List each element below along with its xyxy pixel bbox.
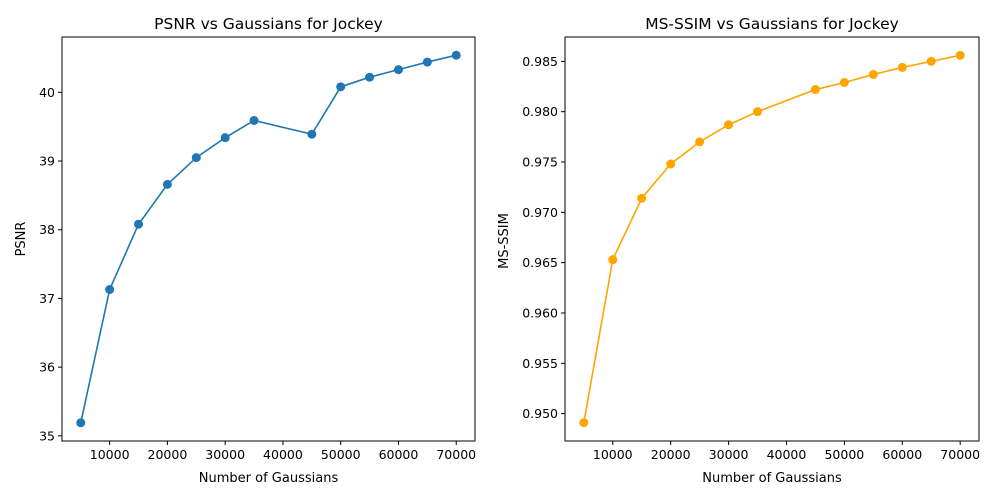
x-tick-label: 70000 [940,447,980,462]
y-tick-label: 38 [39,222,55,237]
data-point [105,285,115,294]
data-point [637,193,647,203]
chart-title: MS-SSIM vs Gaussians for Jockey [645,15,899,33]
data-point [839,77,849,87]
data-point [76,418,86,428]
x-tick-label: 40000 [767,447,807,462]
data-point [810,85,820,95]
data-point [134,219,144,229]
series-line [583,54,961,423]
x-axis-label: Number of Gaussians [199,471,339,486]
y-tick-label: 37 [39,291,55,306]
data-point [724,120,734,130]
data-point [365,72,375,82]
y-tick-label: 40 [39,85,55,100]
data-point [307,129,317,139]
y-tick-label: 35 [39,428,55,443]
data-point [926,56,936,66]
data-point [695,137,705,147]
x-tick-label: 30000 [205,447,245,462]
data-point [579,418,589,428]
chart-title: PSNR vs Gaussians for Jockey [154,15,383,33]
data-point [753,107,763,117]
x-tick-label: 10000 [593,447,633,462]
x-tick-label: 40000 [263,447,303,462]
x-tick-label: 60000 [882,447,922,462]
data-point [220,133,230,143]
data-point [666,159,676,169]
x-axis-label: Number of Gaussians [702,471,842,486]
y-axis-label: MS-SSIM [497,213,512,269]
y-tick-label: 39 [39,154,55,169]
x-tick-label: 70000 [436,447,476,462]
y-tick-label: 0.960 [522,305,558,320]
series-line [79,54,457,423]
y-tick-label: 0.985 [522,54,558,69]
data-point [249,115,259,125]
x-tick-label: 50000 [321,447,361,462]
x-tick-label: 30000 [709,447,749,462]
x-tick-label: 50000 [824,447,864,462]
ms-ssim-chart-panel: MS-SSIM vs Gaussians for Jockey Number o… [497,15,980,486]
data-point [336,82,346,92]
data-point [897,62,907,72]
x-tick-label: 60000 [379,447,419,462]
data-point [955,50,965,60]
y-tick-label: 0.980 [522,104,558,119]
x-tick-label: 20000 [651,447,691,462]
x-tick-label: 10000 [90,447,130,462]
data-point [393,65,403,75]
data-point [162,179,172,189]
y-tick-label: 0.955 [522,356,558,371]
y-tick-label: 0.950 [522,406,558,421]
y-tick-label: 0.975 [522,155,558,170]
data-point [191,153,201,163]
data-point [451,50,461,60]
y-tick-label: 0.965 [522,255,558,270]
y-axis-label: PSNR [14,222,29,257]
x-tick-label: 20000 [148,447,188,462]
data-point [868,69,878,79]
data-point [608,255,618,265]
psnr-chart-panel: PSNR vs Gaussians for Jockey Number of G… [14,15,476,486]
y-tick-label: 0.970 [522,205,558,220]
data-point [422,57,432,67]
axes-frame [564,36,980,442]
axes-frame [61,36,476,442]
y-tick-label: 36 [39,360,55,375]
